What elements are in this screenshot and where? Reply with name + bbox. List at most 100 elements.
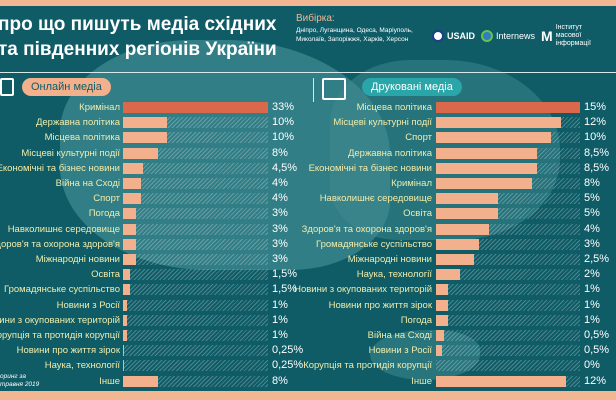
bar (436, 102, 580, 113)
partner-logos: USAID Internews M Інститут масової інформ… (432, 24, 612, 48)
bar-track (123, 345, 268, 357)
category-label: Державна політика (347, 147, 432, 159)
bar-track (436, 254, 580, 265)
value-label: 0% (584, 359, 600, 372)
category-label: Новини про життя зірок (16, 345, 120, 357)
page-title: про що пишуть медіа східних та південних … (0, 14, 277, 60)
category-label: Погода (400, 314, 432, 326)
bar (436, 117, 561, 129)
category-label: Погода (88, 208, 120, 220)
category-label: Державна політика (35, 117, 120, 129)
bar (123, 147, 159, 159)
value-label: 1% (584, 313, 600, 326)
category-label: Наука, технології (356, 269, 432, 281)
category-label: Війна на Сході (367, 330, 432, 341)
bar-track (123, 375, 268, 387)
bar (123, 330, 128, 341)
category-label: Економічні та бізнес новини (0, 162, 120, 174)
bar (436, 132, 552, 144)
value-label: 2% (584, 268, 600, 281)
bar-track (436, 223, 580, 235)
category-label: Новини з окупованих територій (294, 284, 432, 296)
bar (436, 254, 475, 265)
category-label: Навколишнє середовище (319, 193, 432, 205)
bar-track (436, 330, 580, 341)
value-label: 4,5% (272, 161, 298, 174)
sample-info: Вибірка: Дніпро, Луганщина, Одеса, Маріу… (296, 13, 428, 44)
category-label: Новини про життя зірок (328, 299, 432, 311)
bar (436, 375, 566, 387)
bar (123, 162, 143, 174)
category-label: Новини з Росії (56, 299, 120, 311)
bar (123, 299, 128, 311)
value-label: 0,25% (272, 359, 304, 372)
bar (123, 117, 167, 129)
value-label: 1% (584, 283, 600, 296)
monitoring-note: оринг за травня 2019 (0, 373, 40, 388)
bar (123, 375, 159, 387)
print-media-pill: Друковані медіа (362, 78, 462, 96)
bar (436, 314, 449, 326)
header-divider (0, 72, 616, 73)
bar-track (123, 178, 268, 189)
category-label: Інше (411, 375, 432, 387)
value-label: 12% (584, 374, 607, 387)
internews-logo: Internews (481, 30, 535, 42)
bar (436, 299, 449, 311)
value-label: 3% (272, 253, 288, 265)
bar (123, 178, 141, 189)
value-label: 3% (272, 207, 288, 220)
bar (436, 193, 499, 205)
bar-track (123, 284, 268, 296)
bar-track (123, 360, 268, 372)
bar-track (436, 299, 580, 311)
bar-track (123, 223, 268, 235)
bar-track (123, 269, 268, 281)
bar (436, 345, 442, 357)
value-label: 8,5% (584, 146, 610, 159)
bar-track (123, 299, 268, 311)
value-label: 8% (584, 177, 600, 189)
category-label: Корупція та протидія корупції (0, 330, 120, 341)
category-label: Інше (99, 375, 120, 387)
bar (123, 193, 141, 205)
column-divider (313, 78, 314, 102)
bar (436, 147, 537, 159)
category-label: Кримінал (391, 178, 432, 189)
bar (123, 254, 137, 265)
bar-track (123, 193, 268, 205)
value-label: 4% (272, 192, 288, 205)
category-label: Громадянське суспільство (3, 284, 120, 296)
category-label: Освіта (91, 269, 120, 281)
category-label: Місцеві культурні події (333, 117, 432, 129)
bar (123, 284, 130, 296)
value-label: 10% (584, 131, 607, 144)
category-label: Місцева політика (44, 132, 120, 144)
category-label: Громадянське суспільство (315, 238, 432, 250)
bar (123, 314, 128, 326)
category-label: Здоров'я та охорона здоров'я (0, 238, 120, 250)
category-label: Наука, технології (44, 360, 120, 372)
imi-logo: M Інститут масової інформації (541, 24, 591, 47)
value-label: 3% (584, 237, 600, 250)
value-label: 8% (272, 374, 288, 387)
category-label: Корупція та протидія корупції (303, 360, 432, 372)
value-label: 0,25% (272, 344, 304, 357)
bar-track (123, 314, 268, 326)
value-label: 1,5% (272, 283, 298, 296)
bar (436, 269, 460, 281)
bar (436, 208, 499, 220)
bar-track (436, 314, 580, 326)
sample-text: Дніпро, Луганщина, Одеса, Маріуполь, Мик… (296, 27, 413, 43)
sample-heading: Вибірка: (296, 13, 335, 24)
value-label: 8,5% (584, 161, 610, 174)
bar-track (436, 284, 580, 296)
bottom-band (0, 391, 616, 400)
bar (436, 284, 449, 296)
value-label: 4% (272, 177, 288, 189)
bar-track (123, 162, 268, 174)
category-label: Міжнародні новини (347, 254, 432, 265)
bar (436, 223, 489, 235)
category-label: Міжнародні новини (35, 254, 120, 265)
value-label: 0,5% (584, 329, 610, 341)
